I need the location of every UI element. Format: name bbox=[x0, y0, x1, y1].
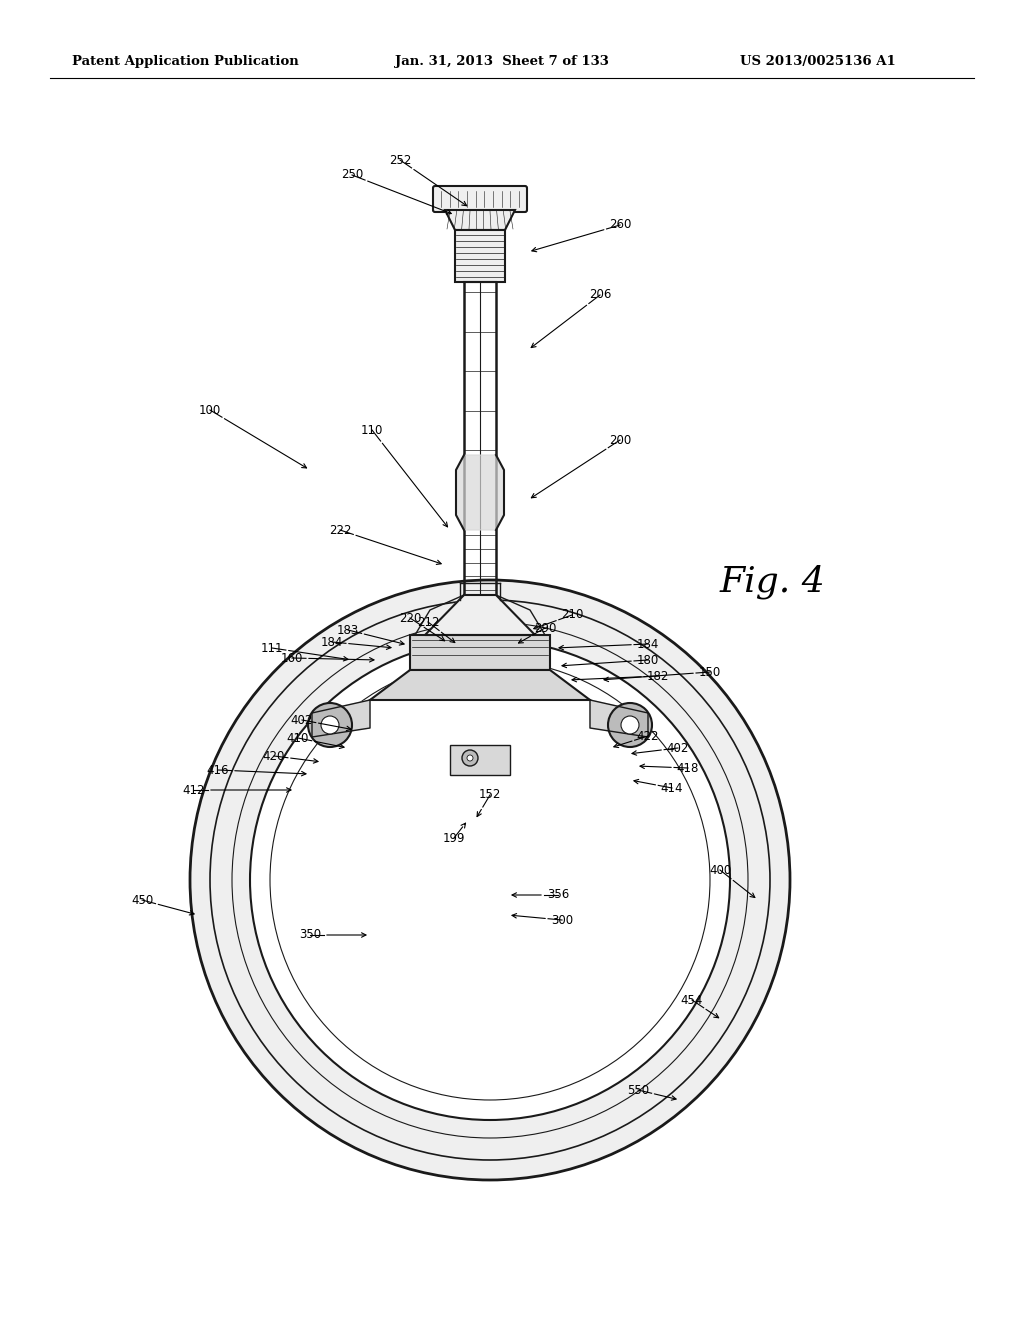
Circle shape bbox=[467, 755, 473, 762]
Text: 212: 212 bbox=[417, 615, 439, 628]
Circle shape bbox=[621, 715, 639, 734]
Text: 110: 110 bbox=[360, 424, 383, 437]
Text: 250: 250 bbox=[341, 169, 364, 181]
Circle shape bbox=[462, 750, 478, 766]
Text: 356: 356 bbox=[547, 888, 569, 902]
Text: 400: 400 bbox=[709, 863, 731, 876]
Text: 100: 100 bbox=[199, 404, 221, 417]
Text: 182: 182 bbox=[647, 669, 670, 682]
Text: 160: 160 bbox=[281, 652, 303, 664]
Text: Patent Application Publication: Patent Application Publication bbox=[72, 55, 299, 69]
Text: 220: 220 bbox=[398, 611, 421, 624]
Polygon shape bbox=[425, 595, 535, 635]
Text: 300: 300 bbox=[551, 913, 573, 927]
Text: Jan. 31, 2013  Sheet 7 of 133: Jan. 31, 2013 Sheet 7 of 133 bbox=[395, 55, 609, 69]
Text: 420: 420 bbox=[263, 750, 286, 763]
Text: 206: 206 bbox=[589, 289, 611, 301]
Bar bbox=[450, 744, 510, 775]
Text: US 2013/0025136 A1: US 2013/0025136 A1 bbox=[740, 55, 896, 69]
Text: 414: 414 bbox=[660, 781, 683, 795]
Circle shape bbox=[321, 715, 339, 734]
Text: 550: 550 bbox=[627, 1084, 649, 1097]
Text: 199: 199 bbox=[442, 832, 465, 845]
Text: 422: 422 bbox=[637, 730, 659, 742]
Text: 152: 152 bbox=[479, 788, 501, 801]
Polygon shape bbox=[370, 671, 590, 700]
Text: 402: 402 bbox=[667, 742, 689, 755]
Text: 260: 260 bbox=[609, 219, 631, 231]
Text: 183: 183 bbox=[337, 623, 359, 636]
Text: 410: 410 bbox=[287, 731, 309, 744]
Polygon shape bbox=[590, 700, 648, 737]
Text: 416: 416 bbox=[207, 763, 229, 776]
Text: 402: 402 bbox=[291, 714, 313, 726]
Text: 290: 290 bbox=[534, 622, 556, 635]
Text: 200: 200 bbox=[609, 433, 631, 446]
FancyBboxPatch shape bbox=[433, 186, 527, 213]
Text: 150: 150 bbox=[698, 665, 721, 678]
Text: 184: 184 bbox=[637, 638, 659, 651]
Text: 222: 222 bbox=[329, 524, 351, 536]
Text: 184: 184 bbox=[321, 635, 343, 648]
Bar bbox=[455, 230, 505, 282]
Text: 180: 180 bbox=[637, 653, 659, 667]
Polygon shape bbox=[445, 210, 515, 230]
Text: 252: 252 bbox=[389, 153, 412, 166]
Text: 412: 412 bbox=[182, 784, 205, 796]
Text: Fig. 4: Fig. 4 bbox=[720, 565, 825, 599]
Circle shape bbox=[308, 704, 352, 747]
Text: 418: 418 bbox=[677, 762, 699, 775]
Text: 350: 350 bbox=[299, 928, 322, 941]
Circle shape bbox=[608, 704, 652, 747]
Polygon shape bbox=[312, 700, 370, 737]
Text: 210: 210 bbox=[561, 609, 584, 622]
Text: 454: 454 bbox=[681, 994, 703, 1006]
Text: 450: 450 bbox=[131, 894, 154, 907]
Bar bbox=[410, 635, 550, 671]
Polygon shape bbox=[456, 455, 504, 531]
Text: 111: 111 bbox=[261, 642, 284, 655]
